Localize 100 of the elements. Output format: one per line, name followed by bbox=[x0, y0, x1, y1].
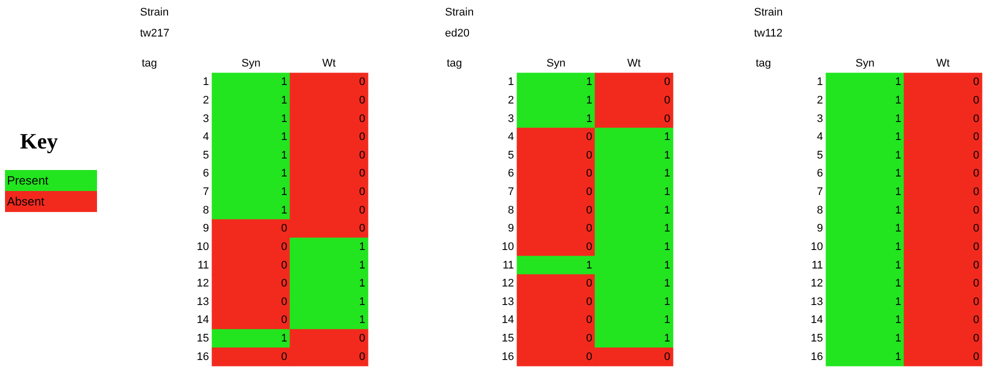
y-axis-title: tag bbox=[446, 58, 462, 70]
y-tick-label: 8 bbox=[816, 204, 823, 216]
y-tick-label: 5 bbox=[202, 149, 209, 162]
y-tick-label: 11 bbox=[812, 259, 823, 272]
data-label: 0 bbox=[281, 296, 288, 308]
data-label: 1 bbox=[895, 131, 902, 144]
data-label: 1 bbox=[281, 186, 288, 198]
data-label: 0 bbox=[359, 222, 366, 235]
y-axis-title: tag bbox=[756, 58, 771, 70]
data-label: 1 bbox=[895, 186, 902, 198]
y-tick-label: 13 bbox=[196, 296, 209, 308]
y-tick-label: 13 bbox=[502, 296, 514, 308]
chart-subtitle: ed20 bbox=[445, 28, 470, 40]
y-axis-title: tag bbox=[142, 58, 157, 70]
x-tick-label: Syn bbox=[546, 58, 566, 70]
data-label: 0 bbox=[973, 314, 980, 326]
data-label: 1 bbox=[895, 296, 902, 308]
y-tick-label: 5 bbox=[508, 149, 514, 162]
y-tick-label: 3 bbox=[508, 112, 514, 125]
data-label: 0 bbox=[664, 112, 670, 125]
data-label: 0 bbox=[586, 296, 592, 308]
data-label: 0 bbox=[586, 149, 592, 162]
y-tick-label: 3 bbox=[202, 112, 209, 125]
data-label: 1 bbox=[664, 222, 670, 235]
data-label: 1 bbox=[895, 278, 902, 290]
data-label: 1 bbox=[664, 149, 670, 162]
data-label: 0 bbox=[586, 186, 592, 198]
data-label: 0 bbox=[586, 131, 592, 144]
data-label: 1 bbox=[664, 259, 670, 272]
data-label: 1 bbox=[895, 168, 902, 180]
data-label: 0 bbox=[973, 259, 980, 272]
data-label: 0 bbox=[586, 332, 592, 345]
y-tick-label: 16 bbox=[502, 350, 514, 363]
data-label: 0 bbox=[664, 350, 670, 363]
y-tick-label: 12 bbox=[196, 278, 209, 290]
data-label: 0 bbox=[973, 332, 980, 345]
y-tick-label: 6 bbox=[202, 168, 209, 180]
data-label: 1 bbox=[281, 76, 288, 88]
data-label: 1 bbox=[586, 94, 592, 106]
data-label: 1 bbox=[664, 296, 670, 308]
data-label: 1 bbox=[281, 168, 288, 180]
y-tick-label: 8 bbox=[202, 204, 209, 216]
data-label: 0 bbox=[359, 131, 366, 144]
y-tick-label: 14 bbox=[196, 314, 209, 326]
x-tick-label: Syn bbox=[242, 58, 260, 70]
y-tick-label: 6 bbox=[816, 168, 823, 180]
y-tick-label: 4 bbox=[816, 131, 823, 144]
y-tick-label: 10 bbox=[502, 240, 514, 253]
data-label: 0 bbox=[281, 259, 288, 272]
data-label: 0 bbox=[973, 186, 980, 198]
data-label: 0 bbox=[973, 94, 980, 106]
chart-title: Strain bbox=[140, 6, 169, 18]
chart-title: Strain bbox=[754, 6, 783, 18]
data-label: 0 bbox=[586, 278, 592, 290]
data-label: 1 bbox=[895, 332, 902, 345]
data-label: 0 bbox=[973, 278, 980, 290]
y-tick-label: 12 bbox=[502, 278, 514, 290]
data-label: 0 bbox=[973, 240, 980, 253]
data-label: 0 bbox=[359, 76, 366, 88]
y-tick-label: 10 bbox=[196, 240, 209, 253]
y-tick-label: 9 bbox=[508, 222, 514, 235]
data-label: 1 bbox=[281, 204, 288, 216]
data-label: 1 bbox=[664, 131, 670, 144]
data-label: 1 bbox=[359, 240, 366, 253]
data-label: 1 bbox=[359, 314, 366, 326]
data-label: 0 bbox=[664, 94, 670, 106]
data-label: 0 bbox=[973, 222, 980, 235]
data-label: 1 bbox=[664, 314, 670, 326]
data-label: 0 bbox=[586, 350, 592, 363]
y-tick-label: 14 bbox=[810, 314, 823, 326]
data-label: 1 bbox=[281, 94, 288, 106]
x-tick-label: Wt bbox=[936, 58, 950, 70]
y-tick-label: 3 bbox=[816, 112, 823, 125]
data-label: 0 bbox=[973, 149, 980, 162]
data-label: 1 bbox=[281, 332, 288, 345]
data-label: 1 bbox=[281, 131, 288, 144]
data-label: 0 bbox=[973, 168, 980, 180]
data-label: 0 bbox=[281, 240, 288, 253]
y-tick-label: 16 bbox=[810, 350, 823, 363]
data-label: 0 bbox=[586, 204, 592, 216]
data-label: 0 bbox=[973, 296, 980, 308]
x-tick-label: Wt bbox=[322, 58, 336, 70]
category-label: Absent bbox=[7, 194, 46, 208]
data-label: 1 bbox=[664, 240, 670, 253]
y-tick-label: 15 bbox=[196, 332, 209, 345]
y-tick-label: 11 bbox=[502, 259, 514, 272]
data-label: 0 bbox=[281, 278, 288, 290]
y-tick-label: 8 bbox=[508, 204, 514, 216]
data-label: 1 bbox=[895, 204, 902, 216]
y-tick-label: 7 bbox=[202, 186, 209, 198]
data-label: 1 bbox=[895, 240, 902, 253]
data-label: 0 bbox=[973, 204, 980, 216]
data-label: 0 bbox=[281, 350, 288, 363]
data-label: 0 bbox=[973, 350, 980, 363]
y-tick-label: 13 bbox=[810, 296, 823, 308]
data-label: 1 bbox=[586, 112, 592, 125]
y-tick-label: 15 bbox=[810, 332, 823, 345]
data-label: 0 bbox=[281, 314, 288, 326]
data-label: 1 bbox=[895, 76, 902, 88]
data-label: 1 bbox=[664, 332, 670, 345]
